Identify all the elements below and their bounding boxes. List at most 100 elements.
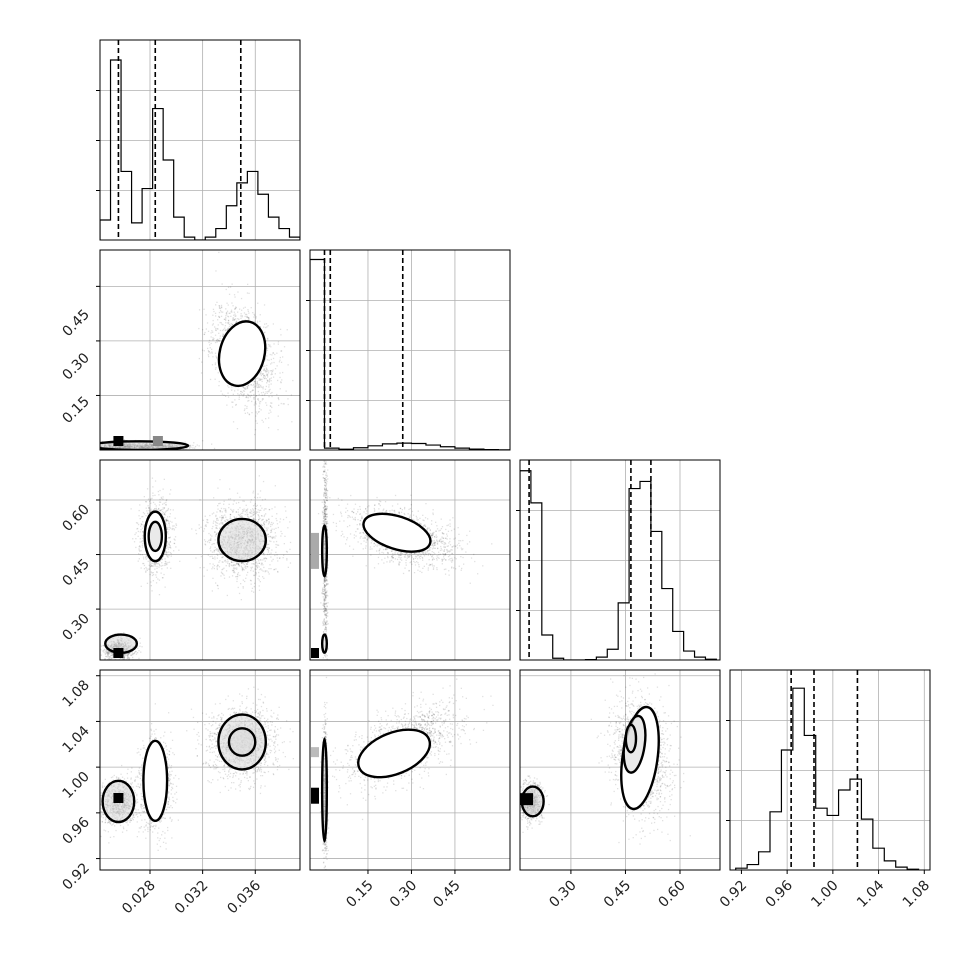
scatter-point: [247, 316, 250, 319]
scatter-point: [260, 509, 262, 511]
scatter-point: [271, 395, 273, 398]
scatter-point: [222, 335, 224, 337]
scatter-point: [173, 528, 175, 530]
scatter-point: [140, 451, 141, 452]
scatter-point: [219, 321, 221, 324]
scatter-point: [221, 556, 223, 558]
scatter-point: [238, 565, 241, 567]
scatter-point: [232, 319, 234, 321]
scatter-point: [277, 526, 279, 529]
scatter-point: [244, 580, 246, 583]
scatter-point: [156, 565, 158, 568]
scatter-point: [216, 532, 218, 534]
scatter-point: [245, 396, 247, 399]
scatter-point: [160, 509, 162, 512]
scatter-point: [264, 557, 267, 559]
histogram-step: [310, 258, 510, 450]
scatter-point: [167, 516, 169, 518]
scatter-point: [222, 556, 224, 558]
scatter-point: [211, 535, 213, 537]
scatter-point: [244, 319, 246, 321]
scatter-point: [212, 563, 214, 565]
scatter-point: [265, 371, 267, 373]
scatter-point: [267, 390, 269, 393]
scatter-point: [270, 552, 272, 554]
scatter-point: [152, 495, 154, 497]
scatter-point: [158, 563, 160, 566]
scatter-point: [132, 538, 134, 540]
scatter-point: [264, 374, 266, 377]
scatter-point: [247, 571, 249, 574]
scatter-point: [208, 351, 210, 353]
scatter-point: [168, 522, 170, 524]
scatter-point: [154, 494, 156, 496]
scatter-point: [170, 489, 172, 491]
scatter-point: [141, 554, 143, 556]
scatter-point: [246, 313, 248, 316]
scatter-point: [218, 550, 221, 552]
scatter-point: [165, 519, 167, 521]
scatter-point: [246, 393, 249, 395]
scatter-point: [234, 308, 236, 310]
scatter-point: [221, 569, 223, 571]
scatter-point: [251, 412, 253, 414]
scatter-point: [287, 566, 289, 568]
scatter-point: [149, 573, 151, 576]
scatter-point: [235, 403, 237, 406]
scatter-point: [253, 510, 255, 513]
scatter-point: [271, 549, 273, 551]
scatter-point: [162, 451, 163, 452]
scatter-point: [247, 317, 249, 319]
scatter-point: [148, 564, 150, 566]
scatter-point: [215, 355, 217, 357]
scatter-point: [231, 386, 233, 388]
scatter-point: [168, 542, 170, 544]
scatter-point: [250, 583, 252, 585]
scatter-point: [252, 384, 254, 387]
scatter-point: [205, 525, 207, 527]
scatter-point: [208, 339, 211, 342]
scatter-point: [219, 528, 221, 530]
scatter-point: [272, 537, 274, 539]
scatter-point: [155, 451, 156, 452]
scatter-point: [222, 523, 224, 526]
scatter-point: [245, 567, 247, 570]
scatter-point: [278, 361, 281, 363]
scatter-point: [252, 514, 255, 516]
scatter-point: [201, 361, 203, 363]
scatter-point: [218, 311, 221, 314]
scatter-point: [270, 377, 272, 379]
scatter-point: [269, 536, 271, 538]
scatter-point: [149, 510, 151, 512]
scatter-point: [264, 369, 266, 372]
scatter-point: [225, 511, 227, 513]
scatter-point: [151, 477, 154, 479]
scatter-point: [195, 557, 197, 559]
scatter-point: [245, 395, 248, 398]
scatter-point: [225, 288, 227, 291]
scatter-point: [154, 508, 156, 510]
scatter-point: [235, 576, 237, 578]
scatter-point: [235, 315, 237, 317]
density-contour: [217, 320, 267, 388]
scatter-point: [250, 307, 252, 309]
scatter-point: [246, 412, 249, 414]
scatter-point: [210, 342, 212, 345]
scatter-point: [238, 562, 240, 564]
scatter-point: [239, 516, 242, 518]
scatter-point: [218, 307, 221, 309]
scatter-point: [265, 521, 267, 523]
scatter-point: [267, 548, 269, 550]
scatter-point: [207, 522, 209, 524]
scatter-point: [216, 553, 218, 555]
scatter-point: [264, 560, 266, 562]
scatter-point: [152, 510, 154, 512]
scatter-point: [268, 396, 270, 398]
scatter-point: [212, 339, 214, 341]
scatter-point: [164, 511, 167, 513]
scatter-point: [268, 518, 270, 520]
scatter-point: [283, 554, 285, 556]
scatter-point: [212, 314, 214, 316]
scatter-point: [234, 572, 236, 574]
scatter-point: [225, 518, 228, 521]
